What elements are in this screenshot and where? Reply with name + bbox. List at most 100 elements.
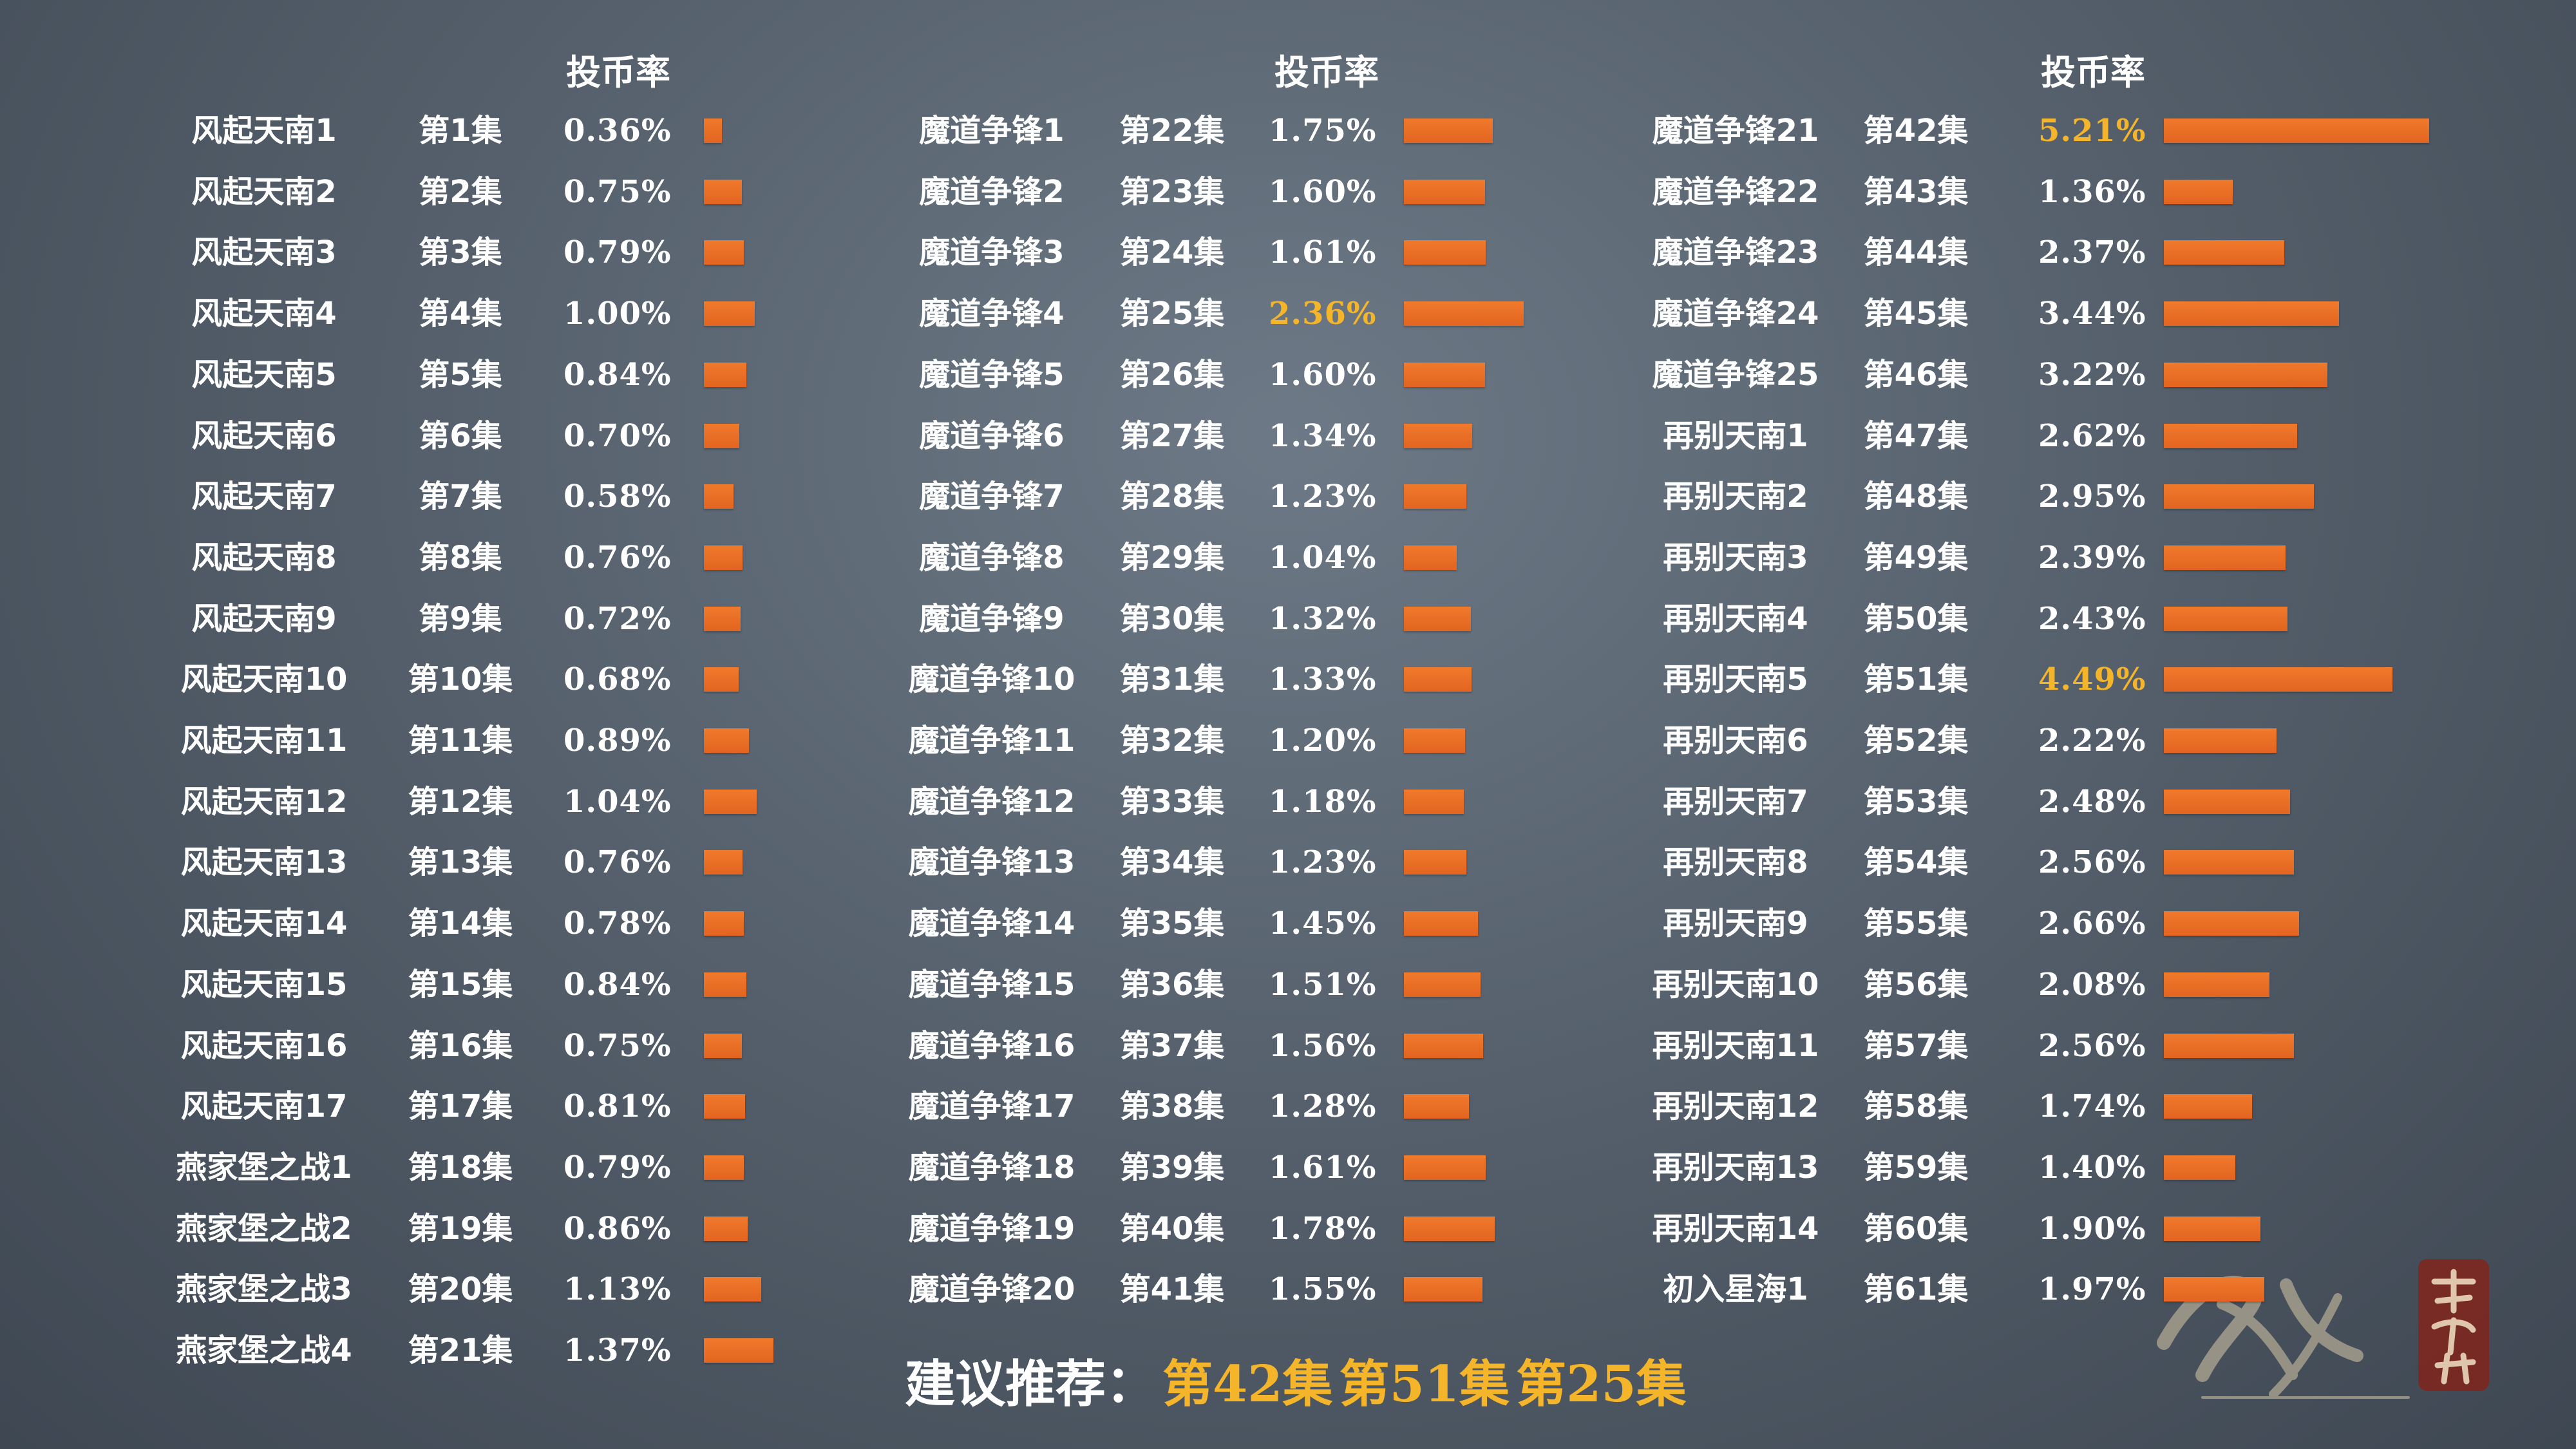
coin-rate-bar (704, 301, 755, 327)
chart-row: 魔道争锋8 第29集 1.04% (0, 535, 2576, 580)
chart-row: 风起天南8 第8集 0.76% (0, 535, 2576, 580)
episode-number-label: 第61集 (1863, 1271, 1969, 1308)
episode-number-label: 第23集 (1119, 173, 1225, 210)
coin-rate-bar (2164, 728, 2277, 753)
chart-row: 魔道争锋14 第35集 1.45% (0, 901, 2576, 946)
episode-number-label: 第52集 (1863, 723, 1969, 759)
coin-rate-value-label: 1.74% (2038, 1088, 2146, 1125)
coin-rate-value-label: 0.75% (564, 173, 672, 210)
coin-rate-bar (704, 606, 741, 631)
coin-rate-value-label: 2.37% (2038, 234, 2146, 271)
coin-rate-value-label: 1.60% (1269, 173, 1377, 210)
coin-rate-value-label: 0.86% (564, 1210, 672, 1247)
chart-row: 再别天南13 第59集 1.40% (0, 1145, 2576, 1190)
chart-row: 再别天南6 第52集 2.22% (0, 718, 2576, 763)
episode-title-label: 魔道争锋19 (908, 1210, 1075, 1247)
column-header: 投币率 (566, 52, 670, 93)
episode-number-label: 第27集 (1119, 417, 1225, 454)
coin-rate-value-label: 1.33% (1269, 661, 1377, 698)
chart-row: 风起天南3 第3集 0.79% (0, 230, 2576, 275)
coin-rate-bar (704, 972, 746, 997)
episode-title-label: 风起天南7 (191, 478, 337, 515)
episode-number-label: 第3集 (419, 234, 502, 271)
episode-number-label: 第1集 (419, 113, 502, 149)
episode-title-label: 燕家堡之战4 (176, 1332, 352, 1368)
episode-title-label: 魔道争锋1 (919, 113, 1065, 149)
chart-row: 风起天南15 第15集 0.84% (0, 962, 2576, 1007)
episode-title-label: 魔道争锋15 (908, 966, 1075, 1003)
coin-rate-bar (2164, 301, 2339, 327)
chart-row: 风起天南12 第12集 1.04% (0, 779, 2576, 824)
episode-title-label: 魔道争锋2 (919, 173, 1065, 210)
episode-title-label: 燕家堡之战1 (176, 1149, 352, 1186)
coin-rate-value-label: 1.36% (2038, 173, 2146, 210)
coin-rate-value-label: 0.68% (564, 661, 672, 698)
episode-number-label: 第2集 (419, 173, 502, 210)
episode-number-label: 第26集 (1119, 356, 1225, 393)
recommended-episode: 第25集 (1516, 1355, 1687, 1414)
chart-row: 魔道争锋12 第33集 1.18% (0, 779, 2576, 824)
episode-title-label: 风起天南5 (191, 356, 337, 393)
episode-title-label: 魔道争锋17 (908, 1088, 1075, 1125)
episode-title-label: 再别天南7 (1663, 783, 1808, 820)
coin-rate-value-label: 1.13% (564, 1271, 672, 1308)
episode-title-label: 燕家堡之战2 (176, 1210, 352, 1247)
coin-rate-bar (2164, 667, 2392, 692)
coin-rate-bar (704, 423, 739, 448)
episode-title-label: 魔道争锋22 (1652, 173, 1819, 210)
episode-title-label: 再别天南10 (1652, 966, 1819, 1003)
chart-row: 风起天南13 第13集 0.76% (0, 840, 2576, 885)
coin-rate-bar (704, 545, 743, 570)
coin-rate-value-label: 0.72% (564, 600, 672, 637)
chart-row: 魔道争锋20 第41集 1.55% (0, 1267, 2576, 1312)
episode-number-label: 第44集 (1863, 234, 1969, 271)
chart-row: 燕家堡之战2 第19集 0.86% (0, 1206, 2576, 1251)
episode-number-label: 第51集 (1863, 661, 1969, 698)
episode-title-label: 魔道争锋21 (1652, 113, 1819, 149)
coin-rate-bar (1404, 972, 1481, 997)
chart-row: 再别天南14 第60集 1.90% (0, 1206, 2576, 1251)
chart-row: 魔道争锋24 第45集 3.44% (0, 291, 2576, 336)
coin-rate-bar (704, 789, 757, 814)
episode-number-label: 第21集 (408, 1332, 513, 1368)
coin-rate-bar (1404, 545, 1457, 570)
coin-rate-value-label: 0.89% (564, 723, 672, 759)
episode-number-label: 第33集 (1119, 783, 1225, 820)
chart-row: 魔道争锋17 第38集 1.28% (0, 1084, 2576, 1129)
coin-rate-bar (1404, 728, 1465, 753)
episode-number-label: 第6集 (419, 417, 502, 454)
column-header: 投币率 (1274, 52, 1379, 93)
coin-rate-value-label: 2.95% (2038, 478, 2146, 515)
coin-rate-bar (704, 118, 722, 143)
episode-title-label: 魔道争锋12 (908, 783, 1075, 820)
coin-rate-value-label: 0.78% (564, 905, 672, 942)
recommendation-label: 建议推荐： (905, 1356, 1157, 1414)
coin-rate-bar (704, 911, 744, 936)
episode-title-label: 再别天南2 (1663, 478, 1808, 515)
coin-rate-bar (2164, 179, 2233, 204)
episode-number-label: 第43集 (1863, 173, 1969, 210)
episode-number-label: 第28集 (1119, 478, 1225, 515)
episode-number-label: 第10集 (408, 661, 513, 698)
coin-rate-bar (1404, 179, 1485, 204)
coin-rate-bar (1404, 606, 1471, 631)
coin-rate-bar (2164, 1033, 2294, 1058)
episode-number-label: 第49集 (1863, 539, 1969, 576)
chart-row: 燕家堡之战3 第20集 1.13% (0, 1267, 2576, 1312)
coin-rate-value-label: 1.78% (1269, 1210, 1377, 1247)
coin-rate-value-label: 0.79% (564, 234, 672, 271)
episode-title-label: 风起天南15 (180, 966, 348, 1003)
episode-title-label: 再别天南12 (1652, 1088, 1819, 1125)
episode-number-label: 第32集 (1119, 723, 1225, 759)
coin-rate-bar (2164, 789, 2290, 814)
episode-number-label: 第11集 (408, 723, 513, 759)
coin-rate-bar (1404, 118, 1493, 143)
coin-rate-bar (2164, 1094, 2252, 1119)
coin-rate-bar (704, 667, 739, 692)
chart-row: 初入星海1 第61集 1.97% (0, 1267, 2576, 1312)
episode-title-label: 燕家堡之战3 (176, 1271, 352, 1308)
episode-title-label: 风起天南16 (180, 1027, 348, 1064)
episode-number-label: 第7集 (419, 478, 502, 515)
coin-rate-value-label: 0.76% (564, 539, 672, 576)
coin-rate-bar (1404, 1216, 1495, 1241)
